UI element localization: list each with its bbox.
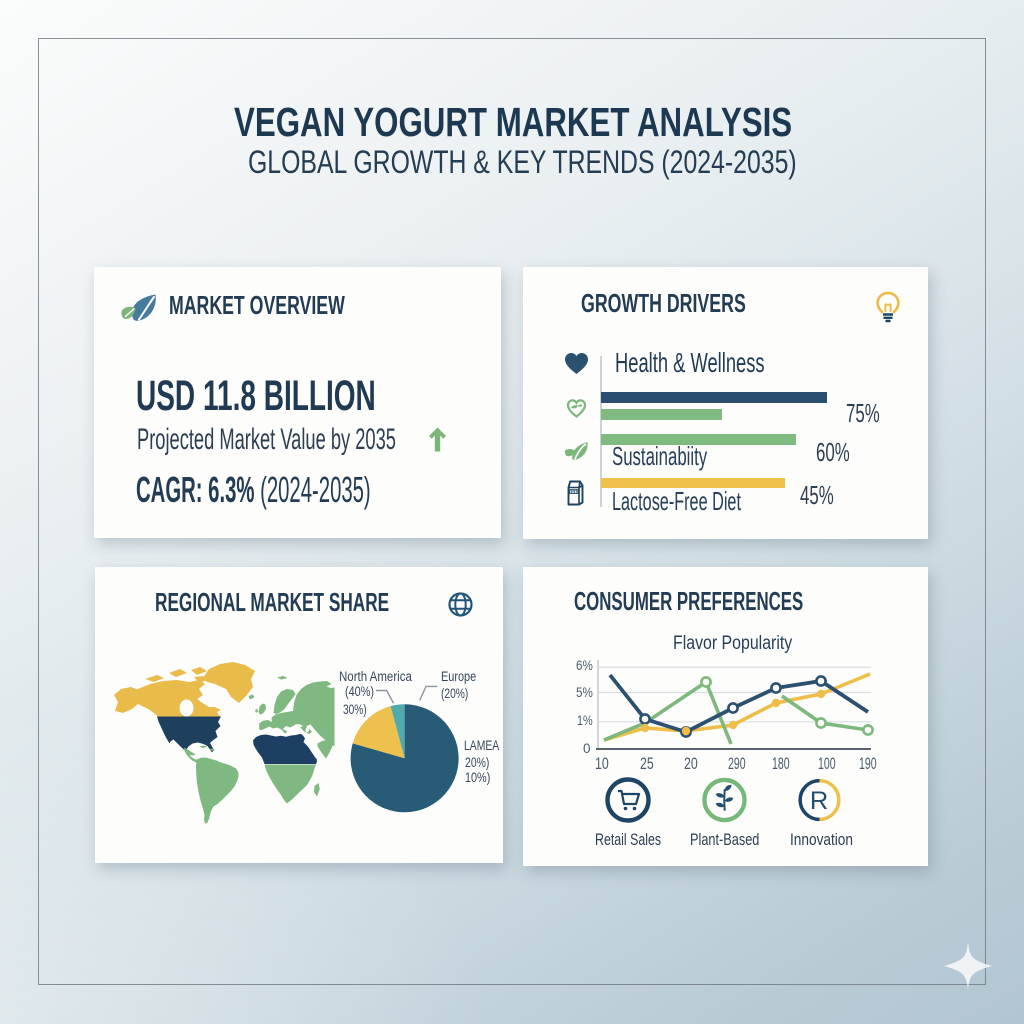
- svg-text:R: R: [810, 787, 828, 815]
